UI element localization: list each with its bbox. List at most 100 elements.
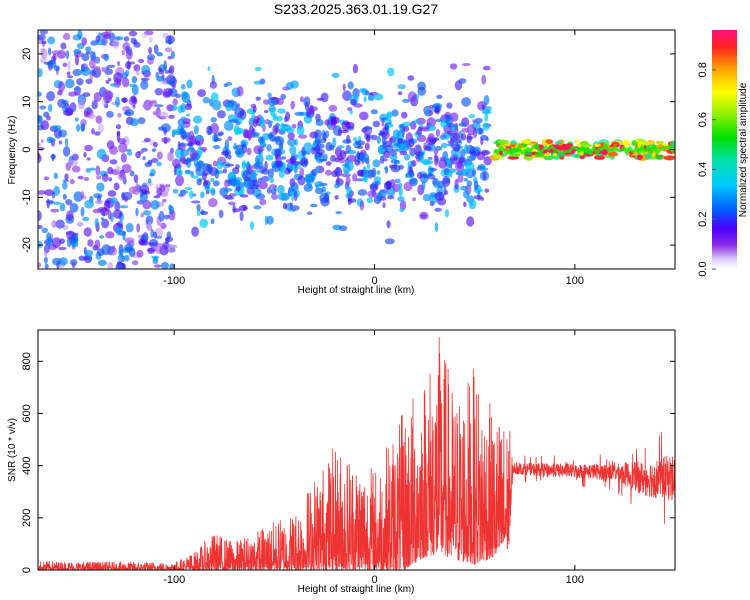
- heatmap-cell: [40, 57, 47, 64]
- heatmap-cell: [166, 231, 172, 239]
- heatmap-cell: [39, 105, 47, 110]
- heatmap-cell: [100, 217, 104, 221]
- heatmap-cell: [78, 99, 85, 110]
- heatmap-cell: [318, 152, 323, 158]
- heatmap-cell: [228, 171, 235, 178]
- heatmap-cell: [156, 151, 163, 160]
- heatmap-cell: [347, 107, 353, 111]
- heatmap-cell: [345, 193, 351, 199]
- heatmap-cell: [463, 190, 470, 199]
- heatmap-cell: [85, 46, 92, 53]
- heatmap-cell: [87, 106, 91, 112]
- heatmap-cell: [86, 157, 91, 161]
- heatmap-cell: [239, 211, 244, 222]
- heatmap-cell: [192, 175, 199, 179]
- heatmap-cell: [199, 218, 209, 228]
- heatmap-cell: [80, 63, 85, 72]
- heatmap-cell: [443, 185, 447, 196]
- heatmap-cell: [109, 145, 118, 155]
- snr-series-line: [38, 337, 675, 570]
- heatmap-cell: [258, 181, 268, 190]
- heatmap-cell: [358, 88, 366, 93]
- heatmap-cell: [169, 263, 175, 269]
- heatmap-cell: [449, 63, 458, 70]
- heatmap-cell: [81, 37, 88, 46]
- heatmap-cell: [324, 119, 331, 126]
- heatmap-cell: [124, 254, 130, 262]
- heatmap-cell: [259, 198, 267, 206]
- heatmap-cell: [120, 153, 127, 163]
- heatmap-cell: [227, 154, 232, 160]
- heatmap-cell: [397, 143, 408, 149]
- heatmap-cell: [117, 254, 125, 262]
- heatmap-cell: [241, 160, 247, 170]
- heatmap-cell: [263, 99, 270, 105]
- heatmap-cell: [398, 187, 403, 197]
- heatmap-cell: [359, 200, 365, 211]
- heatmap-cell: [160, 262, 170, 269]
- heatmap-cell: [257, 177, 263, 184]
- heatmap-cell: [131, 84, 139, 96]
- heatmap-cell: [420, 126, 430, 130]
- heatmap-cell: [168, 204, 172, 211]
- heatmap-cell: [223, 120, 234, 131]
- heatmap-cell: [271, 138, 275, 142]
- heatmap-cell: [96, 148, 107, 160]
- heatmap-cell: [142, 103, 149, 109]
- heatmap-cell: [407, 75, 415, 81]
- heatmap-cell: [372, 180, 381, 186]
- heatmap-cell: [330, 116, 340, 125]
- heatmap-cell: [274, 136, 285, 146]
- heatmap-cell: [141, 65, 151, 74]
- heatmap-cell: [122, 42, 131, 51]
- heatmap-cell: [508, 153, 521, 157]
- heatmap-cell: [196, 209, 201, 217]
- heatmap-cell: [125, 148, 132, 153]
- heatmap-cell: [444, 209, 450, 218]
- heatmap-cell: [422, 173, 429, 179]
- heatmap-cell: [366, 197, 373, 204]
- heatmap-cell: [142, 200, 152, 210]
- heatmap-cell: [113, 209, 123, 219]
- heatmap-cell: [125, 222, 134, 233]
- heatmap-cell: [131, 260, 139, 266]
- heatmap-cell: [156, 161, 162, 167]
- heatmap-cell: [41, 227, 48, 234]
- heatmap-cell: [210, 123, 220, 134]
- heatmap-cell: [468, 114, 476, 119]
- heatmap-cell: [209, 81, 218, 89]
- heatmap-cell: [228, 201, 236, 206]
- heatmap-cell: [192, 193, 197, 197]
- heatmap-cell: [155, 71, 160, 79]
- heatmap-cell: [44, 189, 54, 197]
- heatmap-cell: [88, 254, 93, 262]
- heatmap-cell: [269, 184, 277, 189]
- spectrogram-xlabel: Height of straight line (km): [298, 285, 415, 296]
- heatmap-cell: [277, 108, 286, 114]
- heatmap-cell: [38, 142, 42, 147]
- heatmap-cell: [552, 153, 558, 157]
- heatmap-cell: [284, 167, 291, 175]
- heatmap-cell: [103, 53, 110, 62]
- heatmap-cell: [345, 121, 355, 129]
- heatmap-cell: [109, 247, 118, 256]
- heatmap-cell: [139, 184, 150, 194]
- heatmap-cell: [388, 137, 393, 142]
- heatmap-cell: [249, 221, 255, 230]
- heatmap-cell: [378, 132, 388, 137]
- heatmap-cell: [202, 96, 210, 104]
- heatmap-cell: [422, 158, 430, 166]
- heatmap-cell: [171, 128, 181, 136]
- heatmap-cell: [57, 90, 63, 96]
- heatmap-cell: [331, 72, 340, 79]
- heatmap-cell: [87, 114, 96, 119]
- heatmap-cell: [253, 205, 262, 210]
- heatmap-cell: [66, 210, 74, 221]
- heatmap-cell: [251, 111, 255, 122]
- heatmap-cell: [58, 140, 63, 145]
- heatmap-cell: [254, 66, 262, 72]
- heatmap-cell: [149, 173, 154, 177]
- heatmap-cell: [481, 104, 486, 110]
- heatmap-cell: [148, 221, 152, 230]
